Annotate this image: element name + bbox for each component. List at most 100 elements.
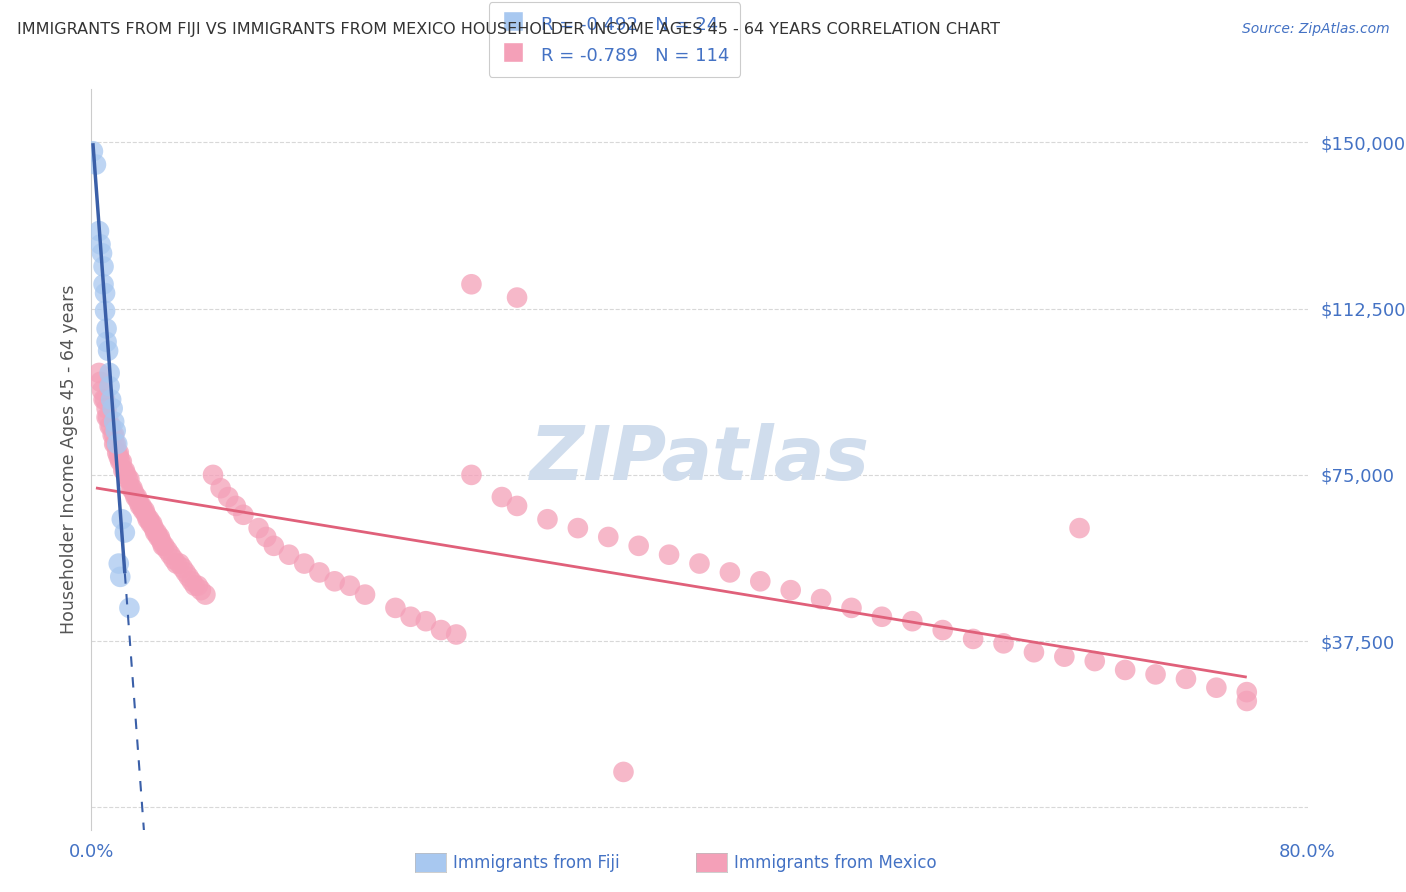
Point <box>598 530 620 544</box>
Point <box>96 401 118 416</box>
Point <box>124 490 146 504</box>
Point <box>125 490 148 504</box>
Point <box>82 145 104 159</box>
Point <box>177 570 200 584</box>
Point <box>779 583 801 598</box>
Point <box>142 521 165 535</box>
Point <box>209 481 232 495</box>
Point <box>115 467 138 482</box>
Point <box>103 437 125 451</box>
Point <box>97 410 120 425</box>
Point <box>100 419 122 434</box>
Point <box>118 600 141 615</box>
Point <box>139 516 162 531</box>
Point <box>870 609 893 624</box>
Point <box>110 570 132 584</box>
Point <box>117 472 139 486</box>
Point <box>100 392 122 407</box>
Point <box>718 566 741 580</box>
Point <box>122 485 145 500</box>
Point <box>143 525 166 540</box>
Text: IMMIGRANTS FROM FIJI VS IMMIGRANTS FROM MEXICO HOUSEHOLDER INCOME AGES 45 - 64 Y: IMMIGRANTS FROM FIJI VS IMMIGRANTS FROM … <box>17 22 1000 37</box>
Point <box>225 499 247 513</box>
Point <box>1174 672 1197 686</box>
Point <box>91 246 114 260</box>
Point <box>114 463 136 477</box>
Point <box>94 304 117 318</box>
Point <box>107 557 129 571</box>
Point <box>129 499 152 513</box>
Point <box>688 557 710 571</box>
Point <box>96 334 118 349</box>
Point <box>112 463 135 477</box>
Point <box>89 375 111 389</box>
Point <box>114 525 136 540</box>
Point <box>190 583 212 598</box>
Point <box>89 237 111 252</box>
Point <box>96 410 118 425</box>
Point <box>107 450 129 465</box>
Point <box>93 392 115 407</box>
Point <box>430 623 453 637</box>
Point <box>962 632 984 646</box>
Point <box>460 277 482 292</box>
Point <box>292 557 315 571</box>
Point <box>217 490 239 504</box>
Point <box>627 539 650 553</box>
Point <box>567 521 589 535</box>
Point <box>136 512 159 526</box>
Y-axis label: Householder Income Ages 45 - 64 years: Householder Income Ages 45 - 64 years <box>59 285 77 634</box>
Point <box>103 428 125 442</box>
Point <box>134 503 156 517</box>
Point <box>254 530 277 544</box>
Point <box>110 454 132 468</box>
Point <box>993 636 1015 650</box>
Point <box>141 516 163 531</box>
Point <box>87 224 110 238</box>
Point <box>169 557 191 571</box>
Point <box>1205 681 1227 695</box>
Point <box>1022 645 1045 659</box>
Point <box>172 561 194 575</box>
Point <box>156 543 179 558</box>
Point <box>399 609 422 624</box>
Point <box>105 446 128 460</box>
Point <box>931 623 953 637</box>
Point <box>841 600 863 615</box>
Point <box>187 579 209 593</box>
Point <box>103 415 125 429</box>
Point <box>308 566 330 580</box>
Point <box>96 321 118 335</box>
Point <box>120 481 142 495</box>
Point <box>138 512 160 526</box>
Text: Immigrants from Fiji: Immigrants from Fiji <box>453 854 620 871</box>
Point <box>247 521 270 535</box>
Text: ZIPatlas: ZIPatlas <box>530 423 869 496</box>
Point <box>1114 663 1136 677</box>
Point <box>93 277 115 292</box>
Point <box>278 548 301 562</box>
Point <box>111 454 134 468</box>
Point <box>202 467 225 482</box>
Point <box>323 574 346 589</box>
Point <box>384 600 406 615</box>
Point <box>105 437 128 451</box>
Point <box>1144 667 1167 681</box>
Point <box>506 291 529 305</box>
Text: Source: ZipAtlas.com: Source: ZipAtlas.com <box>1241 22 1389 37</box>
Point <box>150 534 173 549</box>
Point <box>149 530 172 544</box>
Point <box>354 588 377 602</box>
Point <box>97 343 120 358</box>
Point <box>128 494 150 508</box>
Point <box>94 392 117 407</box>
Point <box>1084 654 1107 668</box>
Point <box>901 614 924 628</box>
Point <box>98 366 121 380</box>
Point <box>104 424 127 438</box>
Point <box>658 548 681 562</box>
Point <box>153 539 176 553</box>
Point <box>749 574 772 589</box>
Point <box>174 566 197 580</box>
Point <box>101 401 124 416</box>
